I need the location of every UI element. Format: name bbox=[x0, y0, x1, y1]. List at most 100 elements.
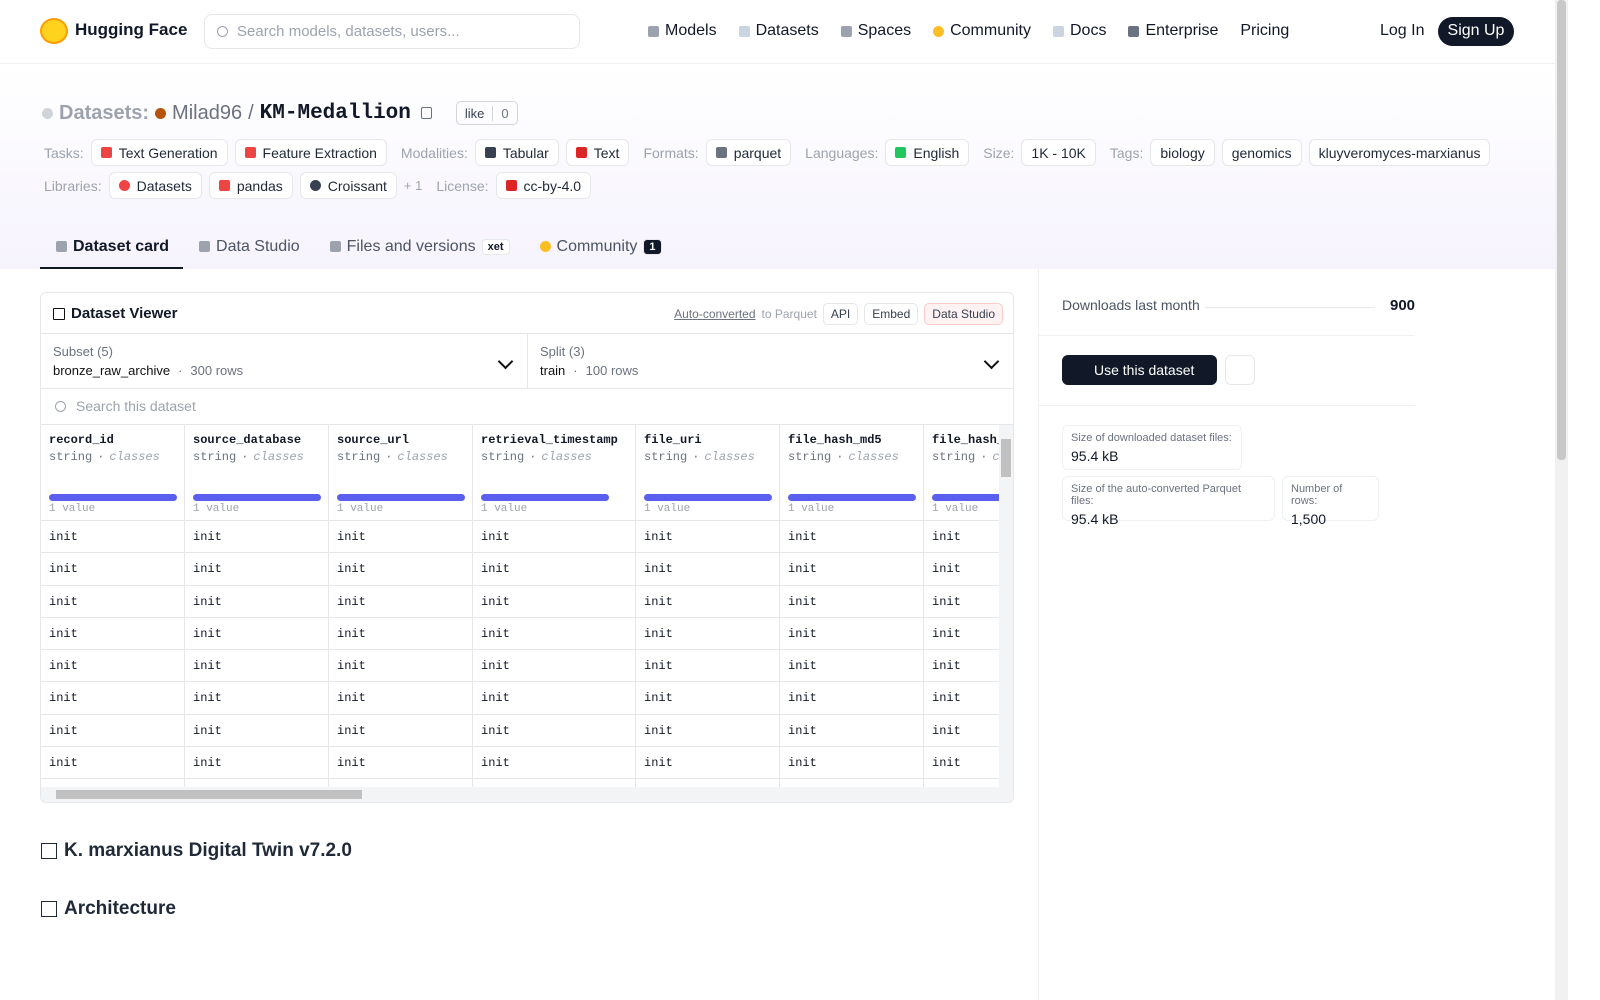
tag-group-label: Languages: bbox=[805, 144, 879, 161]
owner[interactable]: Milad96 bbox=[172, 101, 243, 124]
horizontal-scrollbar[interactable] bbox=[41, 787, 1013, 802]
tag-chip-text: genomics bbox=[1231, 144, 1292, 161]
search-input[interactable]: Search models, datasets, users... bbox=[204, 14, 580, 49]
table-column: file_hash_md5 string · classes 1 value init in… bbox=[780, 425, 924, 787]
separator: · bbox=[178, 363, 183, 378]
table-cell: init bbox=[780, 650, 923, 683]
table-cell: init bbox=[473, 618, 635, 651]
subset-rows: 300 rows bbox=[190, 363, 244, 378]
tag-chip[interactable]: cc-by-4.0 bbox=[495, 172, 592, 199]
column-header[interactable]: retrieval_timestamp string · classes 1 value bbox=[473, 425, 635, 521]
repo-name[interactable]: KM-Medallion bbox=[259, 101, 411, 125]
nav-link[interactable]: Community bbox=[933, 22, 1031, 40]
separator-line bbox=[1038, 405, 1415, 406]
tag-chip[interactable]: Croissant bbox=[299, 172, 397, 199]
kind: classes bbox=[541, 450, 592, 464]
tag-chip[interactable]: Feature Extraction bbox=[234, 139, 387, 166]
nav-link[interactable]: Spaces bbox=[840, 22, 911, 40]
header-bg bbox=[0, 64, 1555, 269]
column-header[interactable]: source_url string · classes 1 value bbox=[329, 425, 472, 521]
subset-select[interactable]: Subset (5) bronze_raw_archive · 300 rows bbox=[41, 333, 527, 389]
downloads-label: Downloads last month bbox=[1062, 297, 1200, 313]
like-button[interactable]: like 0 bbox=[455, 101, 518, 125]
tag-chip[interactable]: genomics bbox=[1221, 139, 1302, 166]
split-select[interactable]: Split (3) train · 100 rows bbox=[527, 333, 1013, 389]
table-cell: init bbox=[329, 650, 472, 683]
tab[interactable]: Community 1 bbox=[524, 226, 676, 269]
table-cell: init bbox=[473, 553, 635, 586]
nav-bar bbox=[0, 0, 1555, 64]
brand[interactable]: Hugging Face bbox=[75, 20, 188, 39]
histogram-bar bbox=[193, 494, 321, 501]
viewer-button[interactable]: API bbox=[822, 303, 859, 325]
signup[interactable]: Sign Up bbox=[1438, 17, 1514, 46]
column-header[interactable]: record_id string · classes 1 value bbox=[41, 425, 184, 521]
column-name: file_hash_ bbox=[932, 433, 999, 447]
tag-group: Size: 1K - 10K bbox=[983, 139, 1096, 166]
viewer-search[interactable]: Search this dataset bbox=[41, 389, 1013, 425]
copy-icon[interactable] bbox=[420, 107, 432, 119]
icon bbox=[648, 25, 659, 37]
tag-chip[interactable]: kluyveromyces-marxianus bbox=[1308, 139, 1491, 166]
nav-link[interactable]: Enterprise bbox=[1128, 22, 1218, 40]
more-button[interactable] bbox=[1225, 355, 1255, 385]
login[interactable]: Log In bbox=[1380, 22, 1425, 39]
tag-chip[interactable]: pandas bbox=[208, 172, 293, 199]
nav-link[interactable]: Datasets bbox=[738, 22, 819, 40]
subset-value: bronze_raw_archive · 300 rows bbox=[53, 363, 515, 378]
stat-card: Number of rows: 1,500 bbox=[1282, 476, 1379, 527]
type: string bbox=[788, 450, 832, 464]
nav-link[interactable]: Docs bbox=[1053, 22, 1106, 40]
tab[interactable]: Data Studio bbox=[183, 226, 314, 269]
tag-chip[interactable]: Tabular bbox=[474, 139, 559, 166]
tag-chip[interactable]: Text bbox=[565, 139, 630, 166]
tag-group: Formats: parquet bbox=[643, 139, 792, 166]
split-label: Split (3) bbox=[540, 344, 585, 359]
icon bbox=[933, 25, 945, 37]
column-type: string · classes bbox=[932, 450, 999, 464]
tag-chip[interactable]: 1K - 10K bbox=[1021, 139, 1096, 166]
column-header[interactable]: file_uri string · classes 1 value bbox=[636, 425, 779, 521]
tag-chip[interactable]: Datasets bbox=[108, 172, 202, 199]
icon bbox=[155, 107, 167, 119]
icon bbox=[218, 180, 230, 191]
table-cell: init bbox=[329, 521, 472, 554]
histogram-bar bbox=[337, 494, 465, 501]
tab[interactable]: Dataset card bbox=[40, 226, 184, 269]
tag-chip[interactable]: Text Generation bbox=[90, 139, 228, 166]
separator: · bbox=[385, 450, 393, 464]
page-scrollbar[interactable] bbox=[1555, 0, 1568, 1000]
column-name: retrieval_timestamp bbox=[481, 433, 618, 447]
tab[interactable]: Files and versions xet bbox=[314, 226, 524, 269]
tag-chip[interactable]: parquet bbox=[705, 139, 792, 166]
scroll-thumb[interactable] bbox=[56, 790, 362, 799]
scroll-thumb[interactable] bbox=[1001, 439, 1011, 477]
vertical-scrollbar[interactable] bbox=[999, 425, 1013, 787]
nav-link[interactable]: Models bbox=[648, 22, 717, 40]
column-name: file_uri bbox=[644, 433, 702, 447]
icon bbox=[118, 180, 130, 191]
more-count[interactable]: + 1 bbox=[403, 178, 423, 193]
use-dataset-button[interactable]: Use this dataset bbox=[1062, 355, 1217, 385]
tag-group-label: License: bbox=[436, 177, 489, 194]
viewer-button[interactable]: Embed bbox=[864, 303, 919, 325]
icon bbox=[575, 147, 587, 158]
tag-chip[interactable]: English bbox=[885, 139, 970, 166]
nav-link[interactable]: Pricing bbox=[1240, 22, 1289, 40]
converted-link[interactable]: Auto-converted bbox=[674, 307, 756, 321]
logo[interactable] bbox=[40, 18, 68, 44]
kind: classes bbox=[253, 450, 304, 464]
icon bbox=[199, 241, 211, 252]
column-header[interactable]: file_hash_string · classes 1 value bbox=[924, 425, 999, 521]
tag-chip[interactable]: biology bbox=[1150, 139, 1215, 166]
viewer-button[interactable]: Data Studio bbox=[924, 303, 1003, 325]
table-cell: init bbox=[780, 747, 923, 780]
column-header[interactable]: file_hash_md5 string · classes 1 value bbox=[780, 425, 923, 521]
table-cell: init bbox=[780, 586, 923, 618]
section[interactable]: Datasets: bbox=[59, 101, 150, 124]
scroll-thumb[interactable] bbox=[1557, 0, 1566, 460]
table-cell: init bbox=[636, 747, 779, 780]
table-cell: init bbox=[185, 521, 328, 554]
column-header[interactable]: source_database string · classes 1 value bbox=[185, 425, 328, 521]
